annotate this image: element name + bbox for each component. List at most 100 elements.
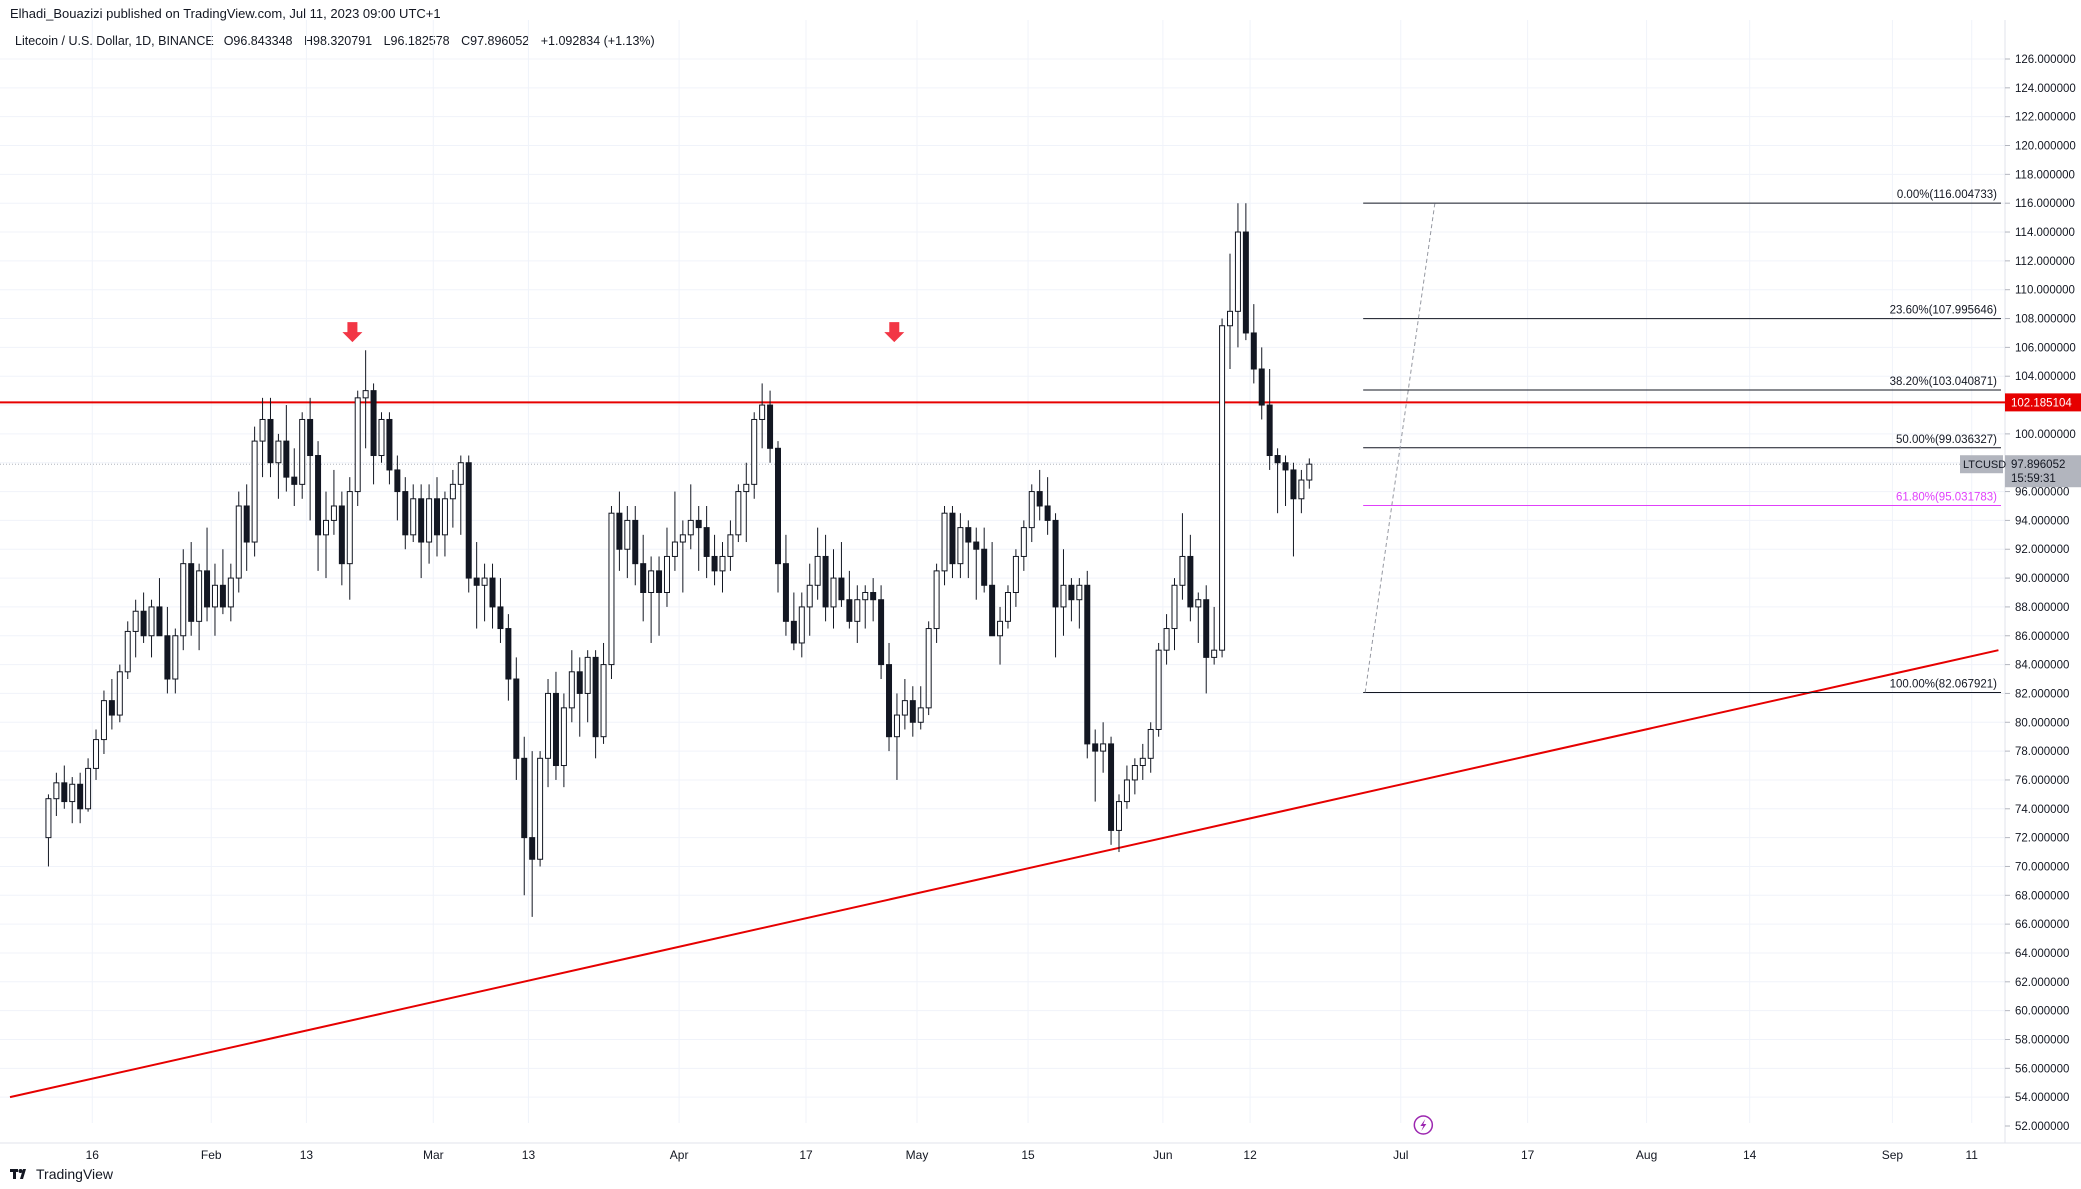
symbol-tag-label: LTCUSD bbox=[1963, 459, 2006, 471]
candle-body bbox=[822, 555, 829, 608]
candle-body bbox=[108, 700, 115, 716]
candle-body bbox=[814, 555, 821, 586]
candle-body bbox=[449, 483, 456, 500]
time-tick-label: Sep bbox=[1882, 1148, 1904, 1162]
candle-body bbox=[806, 584, 813, 608]
candle-body bbox=[132, 610, 139, 632]
candle-body bbox=[703, 527, 710, 557]
candle-body bbox=[148, 606, 155, 637]
down-arrow-icon[interactable] bbox=[342, 322, 363, 343]
candle-body bbox=[917, 707, 924, 723]
candle-body bbox=[1044, 505, 1051, 521]
price-tick-label: 120.000000 bbox=[2015, 141, 2076, 153]
close-value: C97.896052 bbox=[461, 34, 530, 48]
candle-body bbox=[1258, 368, 1265, 406]
last-price-label: 97.896052 bbox=[2011, 459, 2065, 471]
down-arrow-icon[interactable] bbox=[884, 322, 905, 343]
candle-body bbox=[1203, 599, 1210, 658]
candle-body bbox=[1020, 527, 1027, 557]
chart-legend: Litecoin / U.S. Dollar, 1D, BINANCE O96.… bbox=[15, 34, 663, 48]
candle-body bbox=[1060, 584, 1067, 608]
candle-body bbox=[1250, 332, 1257, 370]
candle-body bbox=[854, 599, 861, 622]
candle-body bbox=[1155, 649, 1162, 730]
time-tick-label: 12 bbox=[1243, 1148, 1257, 1162]
lightning-bolt-icon bbox=[1420, 1119, 1427, 1131]
candle-body bbox=[505, 628, 512, 680]
candle-body bbox=[925, 628, 932, 709]
candle-body bbox=[354, 397, 361, 493]
candle-body bbox=[362, 390, 369, 399]
candle-body bbox=[346, 491, 353, 565]
candle-body bbox=[196, 570, 203, 622]
candle-body bbox=[338, 505, 345, 565]
candle-body bbox=[933, 570, 940, 630]
time-tick-label: 14 bbox=[1743, 1148, 1757, 1162]
candle-body bbox=[378, 418, 385, 457]
fib-level-label: 61.80%(95.031783) bbox=[1896, 492, 1997, 504]
candle-body bbox=[180, 563, 187, 637]
price-tick-label: 60.000000 bbox=[2015, 1006, 2069, 1018]
candle-body bbox=[418, 498, 425, 543]
candle-body bbox=[1115, 801, 1122, 831]
price-tick-label: 56.000000 bbox=[2015, 1063, 2069, 1075]
candle-body bbox=[1266, 404, 1273, 457]
price-tick-label: 64.000000 bbox=[2015, 948, 2069, 960]
candle-body bbox=[997, 620, 1004, 637]
candle-body bbox=[1028, 491, 1035, 529]
candle-body bbox=[315, 455, 322, 536]
price-tick-label: 90.000000 bbox=[2015, 573, 2069, 585]
brand-name: TradingView bbox=[36, 1166, 114, 1182]
price-tick-label: 80.000000 bbox=[2015, 717, 2069, 729]
tradingview-logo[interactable]: TradingView bbox=[10, 1166, 113, 1182]
symbol-tag bbox=[1960, 455, 2003, 474]
price-tick-label: 70.000000 bbox=[2015, 861, 2069, 873]
fib-trend-line[interactable] bbox=[1364, 203, 1436, 693]
candle-body bbox=[1274, 455, 1281, 464]
candle-body bbox=[695, 519, 702, 529]
candle-body bbox=[441, 498, 448, 536]
candle-body bbox=[140, 610, 147, 637]
candle-body bbox=[156, 606, 163, 637]
support-trendline[interactable] bbox=[9, 649, 1999, 1099]
candle-body bbox=[473, 577, 480, 586]
fib-level-label: 23.60%(107.995646) bbox=[1890, 305, 1998, 317]
candle-body bbox=[886, 664, 893, 738]
price-tick-label: 116.000000 bbox=[2015, 198, 2075, 210]
candle-body bbox=[330, 505, 337, 521]
publish-info: Elhadi_Bouazizi published on TradingView… bbox=[10, 6, 441, 21]
candle-body bbox=[711, 555, 718, 572]
candle-body bbox=[1123, 779, 1130, 803]
candle-body bbox=[275, 440, 282, 464]
candle-body bbox=[204, 570, 211, 608]
ohlc-values: O96.843348 H98.320791 L96.182578 C97.896… bbox=[224, 34, 663, 48]
fib-level-label: 50.00%(99.036327) bbox=[1896, 434, 1997, 446]
time-tick-label: 11 bbox=[1965, 1148, 1978, 1162]
time-tick-label: Mar bbox=[423, 1148, 444, 1162]
candle-body bbox=[616, 512, 623, 550]
candle-body bbox=[1147, 728, 1154, 759]
candle-body bbox=[537, 757, 544, 860]
candle-body bbox=[529, 837, 536, 860]
candle-body bbox=[949, 512, 956, 565]
time-tick-label: May bbox=[906, 1148, 929, 1162]
candle-body bbox=[322, 519, 329, 536]
price-tick-label: 94.000000 bbox=[2015, 515, 2069, 527]
candle-body bbox=[513, 678, 520, 759]
price-tick-label: 92.000000 bbox=[2015, 544, 2069, 556]
candle-body bbox=[1139, 757, 1146, 767]
price-tick-label: 88.000000 bbox=[2015, 602, 2069, 614]
candle-body bbox=[283, 440, 290, 478]
price-tick-label: 58.000000 bbox=[2015, 1034, 2069, 1046]
price-tick-label: 106.000000 bbox=[2015, 342, 2076, 354]
resistance-price-label: 102.185104 bbox=[2011, 397, 2072, 409]
candle-body bbox=[552, 692, 559, 767]
candle-body bbox=[656, 570, 663, 594]
candle-body bbox=[759, 404, 766, 420]
candle-body bbox=[1298, 479, 1305, 500]
candle-body bbox=[663, 555, 670, 593]
candle-body bbox=[1282, 462, 1289, 471]
price-tick-label: 110.000000 bbox=[2015, 285, 2075, 297]
candle-body bbox=[164, 635, 171, 680]
